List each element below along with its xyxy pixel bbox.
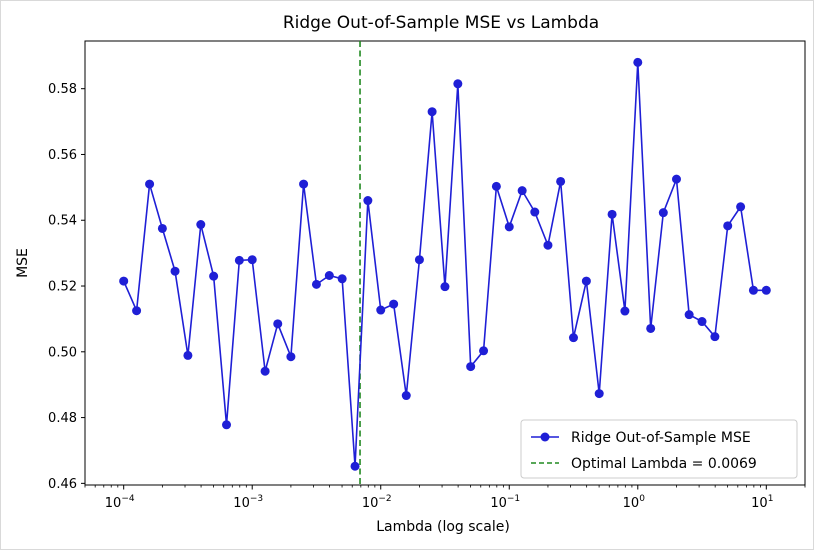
series-layer: [119, 57, 771, 471]
data-point: [658, 208, 668, 218]
y-tick-label: 0.58: [48, 82, 77, 97]
plot-area: [84, 40, 806, 486]
x-tick-label: 10−1: [490, 494, 520, 511]
y-axis-label: MSE: [15, 248, 31, 278]
data-point: [697, 317, 707, 327]
data-point: [260, 366, 270, 376]
data-point: [620, 306, 630, 316]
x-tick-label: 10−4: [105, 494, 135, 511]
data-point: [748, 285, 758, 295]
data-point: [414, 255, 424, 265]
data-point: [594, 389, 604, 399]
data-point: [504, 222, 514, 232]
data-point: [145, 179, 155, 189]
data-point: [568, 333, 578, 343]
data-point: [311, 279, 321, 289]
legend-label-optimal: Optimal Lambda = 0.0069: [571, 456, 757, 472]
x-tick-label: 10−3: [233, 494, 263, 511]
legend-label-mse: Ridge Out-of-Sample MSE: [571, 430, 751, 446]
x-tick-label: 100: [623, 494, 646, 511]
legend-box: [520, 419, 798, 479]
data-point: [556, 176, 566, 186]
data-point: [684, 310, 694, 320]
data-point: [209, 271, 219, 281]
data-point: [363, 196, 373, 206]
data-point: [299, 179, 309, 189]
y-tick-label: 0.48: [48, 411, 77, 426]
y-tick-label: 0.52: [48, 280, 77, 295]
data-point: [761, 285, 771, 295]
data-point: [401, 391, 411, 401]
x-tick-label: 10−2: [362, 494, 392, 511]
y-tick-label: 0.50: [48, 345, 77, 360]
data-point: [350, 461, 360, 471]
data-point: [517, 186, 527, 196]
data-point: [736, 202, 746, 212]
data-point: [466, 362, 476, 372]
data-point: [247, 255, 257, 265]
data-point: [543, 240, 553, 250]
data-point: [337, 274, 347, 284]
data-point: [491, 181, 501, 191]
data-point: [453, 79, 463, 89]
data-point: [222, 420, 232, 430]
x-axis: 10−4 10−3 10−2 10−1 100 101: [84, 485, 806, 511]
data-point: [132, 306, 142, 316]
data-point: [157, 223, 167, 233]
data-point: [389, 299, 399, 309]
data-point: [286, 352, 296, 362]
data-point: [607, 209, 617, 219]
data-point: [183, 350, 193, 360]
data-point: [196, 220, 206, 230]
data-point: [170, 266, 180, 276]
data-point: [723, 221, 733, 231]
data-point: [479, 346, 489, 356]
data-point: [581, 276, 591, 286]
data-point: [710, 332, 720, 342]
y-tick-label: 0.46: [48, 477, 77, 492]
y-axis: 0.46 0.48 0.50 0.52 0.54 0.56 0.58: [48, 82, 85, 492]
legend: Ridge Out-of-Sample MSE Optimal Lambda =…: [520, 419, 798, 479]
data-point: [427, 107, 437, 117]
x-axis-label: Lambda (log scale): [376, 519, 510, 535]
data-point: [633, 57, 643, 67]
x-tick-label: 101: [751, 494, 773, 511]
data-point: [646, 323, 656, 333]
data-point: [324, 271, 334, 280]
data-point: [530, 207, 540, 217]
data-point: [376, 305, 386, 315]
data-point: [440, 282, 450, 292]
y-tick-label: 0.56: [48, 148, 77, 163]
data-point: [234, 255, 244, 265]
data-point: [671, 174, 681, 184]
data-point: [119, 276, 129, 286]
y-tick-label: 0.54: [48, 214, 77, 229]
chart-title: Ridge Out-of-Sample MSE vs Lambda: [283, 13, 599, 33]
legend-marker-mse: [540, 432, 550, 442]
data-point: [273, 319, 283, 329]
